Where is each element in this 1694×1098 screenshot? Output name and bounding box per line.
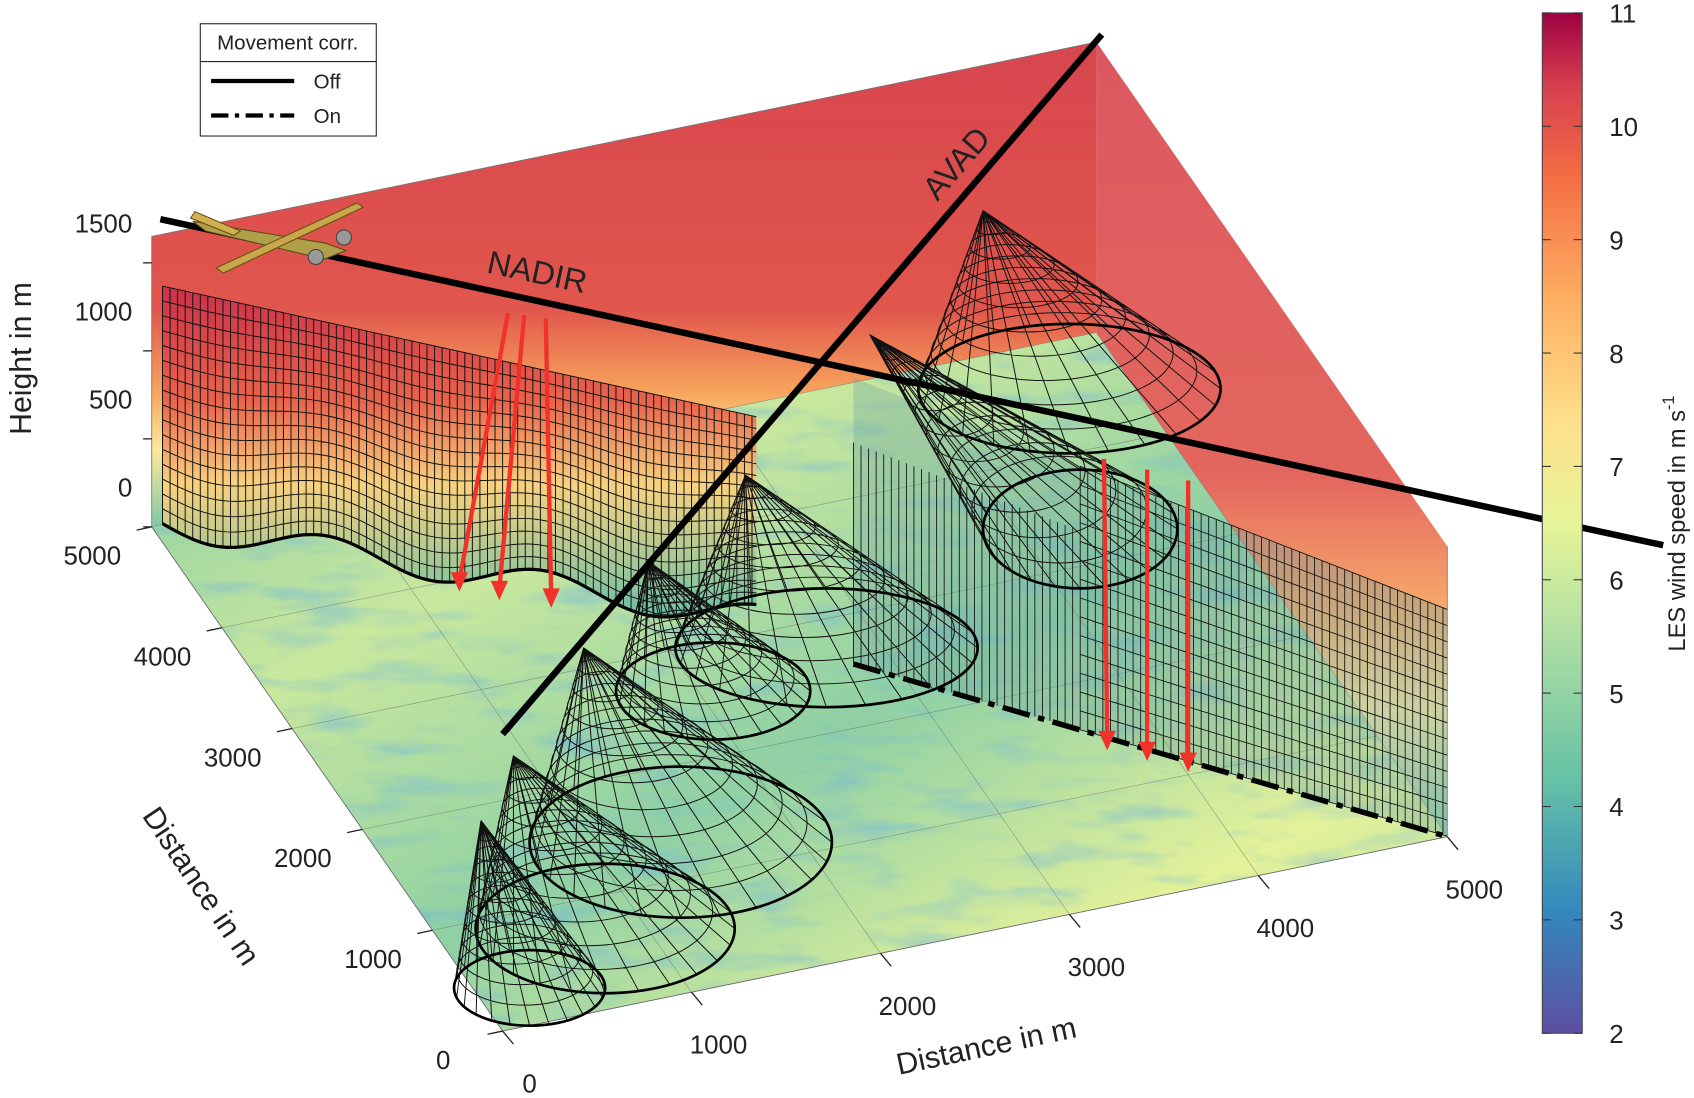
cone-base xyxy=(452,948,607,1028)
overlay: Movement corr. Off On LES wind speed in … xyxy=(5,1,1691,1082)
y-tick xyxy=(276,727,293,733)
grid-line xyxy=(151,526,503,1032)
scene: NADIRAVAD0100020003000400050000100020003… xyxy=(64,32,1664,1098)
x-tick xyxy=(1068,914,1081,928)
x-tick-label: 0 xyxy=(522,1071,536,1098)
y-tick-label: 5000 xyxy=(64,543,122,571)
y-tick-label: 1000 xyxy=(344,946,402,974)
colorbar-tick-label: 9 xyxy=(1609,227,1623,255)
cone-mesh xyxy=(674,474,979,708)
colorbar-tick-label: 8 xyxy=(1609,341,1623,369)
x-tick-label: 5000 xyxy=(1445,876,1503,904)
cone-base xyxy=(528,765,834,920)
grid-line xyxy=(907,371,1259,876)
x-axis-label: Distance in m xyxy=(893,1011,1079,1081)
colorbar-tick-label: 3 xyxy=(1609,908,1623,936)
airplane-icon xyxy=(189,202,365,274)
colorbar-label-exponent: -1 xyxy=(1660,396,1678,410)
legend-label: On xyxy=(314,105,341,128)
x-tick-label: 4000 xyxy=(1257,915,1315,943)
cone-mesh xyxy=(453,820,606,1027)
beam-arrowhead xyxy=(1138,741,1156,762)
z-tick-label: 0 xyxy=(118,475,132,503)
grid-line xyxy=(340,487,692,993)
grid-line xyxy=(502,836,1448,1032)
colorbar-tick-label: 5 xyxy=(1609,681,1623,709)
colorbar-tick-label: 6 xyxy=(1609,567,1623,595)
x-tick-label: 3000 xyxy=(1068,954,1126,982)
lidar-beam xyxy=(543,318,554,598)
y-axis-label: Distance in m xyxy=(136,801,266,971)
x-tick-label: 2000 xyxy=(879,993,937,1021)
beam-arrowhead xyxy=(450,572,469,592)
y-tick xyxy=(206,627,223,632)
colorbar xyxy=(1541,12,1583,1034)
beam-arrowhead xyxy=(542,588,560,608)
grid-line xyxy=(718,410,1070,915)
y-tick-label: 4000 xyxy=(134,643,192,671)
cone-base xyxy=(916,322,1222,455)
cone-base xyxy=(673,587,979,709)
x-tick xyxy=(1257,875,1270,889)
colorbar-tick-label: 7 xyxy=(1609,454,1623,482)
x-tick xyxy=(1446,836,1459,851)
lidar-beam xyxy=(457,312,511,582)
beam-arrowhead xyxy=(1098,730,1116,751)
z-axis-label: Height in m xyxy=(5,282,38,435)
colorbar-tick-label: 4 xyxy=(1609,794,1623,822)
x-tick xyxy=(691,991,703,1006)
z-tick-label: 1500 xyxy=(75,211,133,239)
colorbar-label-text: LES wind speed in m s xyxy=(1664,410,1691,652)
grid-line xyxy=(291,533,1237,729)
panel-mesh xyxy=(853,442,1448,837)
legend-label: Off xyxy=(314,71,341,94)
colorbar-label: LES wind speed in m s-1 xyxy=(1660,396,1691,652)
x-tick-label: 1000 xyxy=(690,1032,748,1060)
nadir-track xyxy=(159,216,1664,549)
cone-base xyxy=(614,641,812,741)
colorbar-tick-label: 10 xyxy=(1609,114,1638,142)
y-tick-label: 0 xyxy=(436,1047,450,1075)
box-edge xyxy=(151,41,1097,237)
colorbar-tick-label: 2 xyxy=(1609,1021,1623,1049)
y-tick xyxy=(487,1030,503,1035)
legend-title: Movement corr. xyxy=(217,32,358,55)
lidar-beam xyxy=(1101,458,1110,740)
avad-track xyxy=(500,32,1105,737)
grid-line xyxy=(362,634,1307,830)
y-tick xyxy=(346,828,363,834)
x-tick xyxy=(502,1030,514,1045)
cone-base xyxy=(981,468,1179,590)
beam-arrowhead xyxy=(490,580,508,601)
beam-arrowhead xyxy=(1179,752,1197,772)
z-tick-label: 500 xyxy=(89,387,132,415)
lidar-beam xyxy=(497,315,527,590)
y-tick-label: 3000 xyxy=(204,744,262,772)
y-tick-label: 2000 xyxy=(274,845,332,873)
z-tick-label: 1000 xyxy=(75,299,133,327)
y-tick xyxy=(417,929,433,935)
cone-mesh xyxy=(529,647,833,919)
x-tick xyxy=(879,952,892,967)
colorbar-tick-label: 11 xyxy=(1609,1,1636,29)
